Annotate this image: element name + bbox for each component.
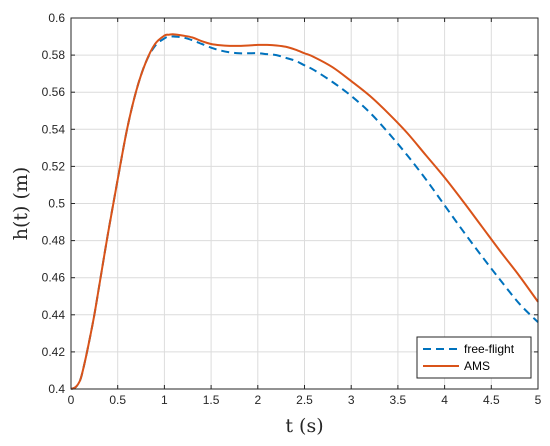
y-tick-labels: 0.4 0.42 0.44 0.46 0.48 0.5 0.52 0.54 0.56 0.58 0.… xyxy=(42,11,66,396)
y-tick-label: 0.4 xyxy=(48,382,65,396)
legend-label-free-flight: free-flight xyxy=(464,342,515,356)
x-tick-label: 1 xyxy=(161,393,168,407)
x-tick-labels: 0 0.5 1 1.5 2 2.5 3 3.5 4 4.5 5 xyxy=(68,393,542,407)
legend-box xyxy=(416,336,532,379)
y-tick-label: 0.58 xyxy=(42,48,66,62)
axes xyxy=(70,17,539,390)
series-line-ams xyxy=(70,33,539,390)
x-axis-label: t (s) xyxy=(285,415,323,437)
x-tick-label: 3 xyxy=(348,393,355,407)
y-tick-label: 0.6 xyxy=(48,11,65,25)
y-tick-label: 0.42 xyxy=(42,345,66,359)
x-tick-label: 3.5 xyxy=(390,393,407,407)
x-tick-label: 1.5 xyxy=(203,393,220,407)
plot-series xyxy=(70,33,539,390)
y-tick-label: 0.5 xyxy=(48,197,65,211)
y-tick-label: 0.48 xyxy=(42,234,66,248)
x-tick-label: 4 xyxy=(441,393,448,407)
series-line-free-flight xyxy=(70,35,539,390)
legend-label-ams: AMS xyxy=(464,359,490,373)
y-tick-label: 0.52 xyxy=(42,159,66,173)
y-tick-label: 0.56 xyxy=(42,85,66,99)
x-tick-label: 4.5 xyxy=(483,393,500,407)
y-axis-label: h(t) (m) xyxy=(10,167,32,241)
x-tick-label: 2.5 xyxy=(296,393,313,407)
y-tick-label: 0.46 xyxy=(42,271,66,285)
y-tick-label: 0.44 xyxy=(42,308,66,322)
x-tick-label: 2 xyxy=(254,393,261,407)
x-tick-label: 0 xyxy=(68,393,75,407)
x-tick-label: 5 xyxy=(535,393,542,407)
x-tick-label: 0.5 xyxy=(109,393,126,407)
y-tick-label: 0.54 xyxy=(42,122,66,136)
legend: free-flight AMS xyxy=(416,336,532,379)
